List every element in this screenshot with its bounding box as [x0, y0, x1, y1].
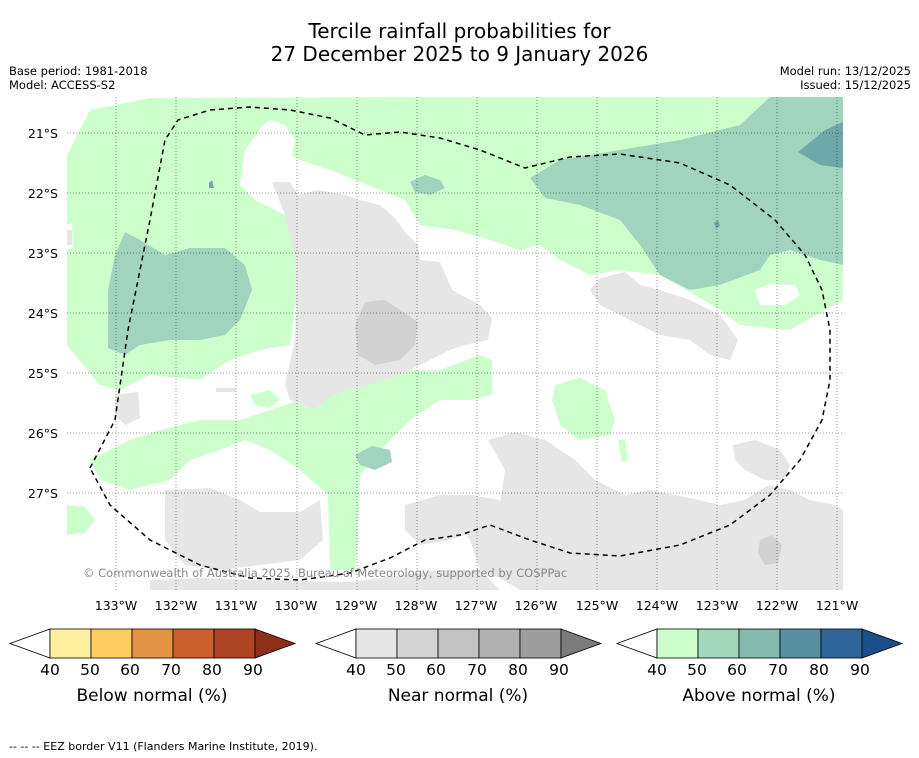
colorbar-extend-high [254, 628, 297, 659]
colorbar-segment [779, 628, 822, 659]
tick-label: 90 [850, 661, 870, 679]
lon-label: 128°W [394, 598, 438, 613]
lon-label: 124°W [635, 598, 679, 613]
lat-label: 24°S [27, 306, 58, 321]
lat-label: 27°S [27, 486, 58, 501]
title-line-1: Tercile rainfall probabilities for [308, 19, 611, 43]
tick-label: 50 [687, 661, 707, 679]
tick-label: 50 [386, 661, 406, 679]
colorbar-segment [478, 628, 521, 659]
below-normal-label: Below normal (%) [76, 686, 228, 706]
colorbar-segment [656, 628, 699, 659]
above-normal-50-60-region [108, 97, 843, 470]
lon-label: 126°W [514, 598, 558, 613]
above-normal-60-70-region [209, 122, 843, 229]
tick-label: 80 [809, 661, 829, 679]
colorbar-extend-high [861, 628, 904, 659]
copyright-notice: © Commonwealth of Australia 2025, Bureau… [83, 566, 568, 580]
colorbar-segment [90, 628, 133, 659]
lat-label: 21°S [27, 126, 58, 141]
near-normal-label: Near normal (%) [387, 686, 529, 706]
lon-label: 130°W [274, 598, 318, 613]
tick-label: 60 [120, 661, 140, 679]
colorbar-segment [213, 628, 256, 659]
colorbar-segment [820, 628, 863, 659]
model-run: Model run: 13/12/2025 [779, 64, 911, 78]
rainfall-map [67, 97, 843, 590]
tick-label: 90 [243, 661, 263, 679]
eez-footnote: -- -- -- EEZ border V11 (Flanders Marine… [9, 740, 318, 753]
lon-label: 129°W [334, 598, 378, 613]
lat-label: 26°S [27, 426, 58, 441]
tick-label: 40 [346, 661, 366, 679]
map-gridlines [67, 97, 843, 590]
colorbar-segment [437, 628, 480, 659]
issued-date: Issued: 15/12/2025 [800, 78, 911, 92]
colorbar-segment [519, 628, 562, 659]
above-normal-label: Above normal (%) [682, 686, 836, 706]
colorbar-segment [131, 628, 174, 659]
near-normal-region [67, 182, 843, 590]
tick-label: 80 [508, 661, 528, 679]
tick-label: 40 [647, 661, 667, 679]
tick-label: 60 [727, 661, 747, 679]
tick-label: 70 [161, 661, 181, 679]
tick-label: 70 [467, 661, 487, 679]
tick-label: 50 [80, 661, 100, 679]
colorbar-segment [697, 628, 740, 659]
tick-label: 70 [768, 661, 788, 679]
colorbar-above-normal [615, 628, 904, 659]
colorbar-extend-low [8, 628, 51, 659]
colorbar-segment [738, 628, 781, 659]
lat-label: 22°S [27, 186, 58, 201]
colorbar-near-normal [314, 628, 603, 659]
colorbar-segment [172, 628, 215, 659]
tick-label: 80 [202, 661, 222, 679]
colorbar-extend-low [314, 628, 357, 659]
white-gaps [67, 120, 800, 305]
colorbar-segment [49, 628, 92, 659]
lon-label: 132°W [154, 598, 198, 613]
near-normal-50-60-region [355, 300, 782, 565]
colorbar-extend-low [615, 628, 658, 659]
lon-label: 127°W [454, 598, 498, 613]
lon-label: 121°W [815, 598, 859, 613]
tick-label: 90 [549, 661, 569, 679]
lon-label: 133°W [94, 598, 138, 613]
colorbar-extend-high [560, 628, 603, 659]
lon-label: 122°W [755, 598, 799, 613]
lat-label: 25°S [27, 366, 58, 381]
title-line-2: 27 December 2025 to 9 January 2026 [270, 42, 649, 66]
model-name: Model: ACCESS-S2 [9, 78, 116, 92]
lon-label: 125°W [575, 598, 619, 613]
colorbar-segment [355, 628, 398, 659]
tick-label: 60 [426, 661, 446, 679]
lon-label: 131°W [214, 598, 258, 613]
colorbar-below-normal [8, 628, 297, 659]
lat-label: 23°S [27, 246, 58, 261]
base-period: Base period: 1981-2018 [9, 64, 148, 78]
lon-label: 123°W [695, 598, 739, 613]
tick-label: 40 [40, 661, 60, 679]
eez-border [89, 106, 831, 581]
colorbar-segment [396, 628, 439, 659]
